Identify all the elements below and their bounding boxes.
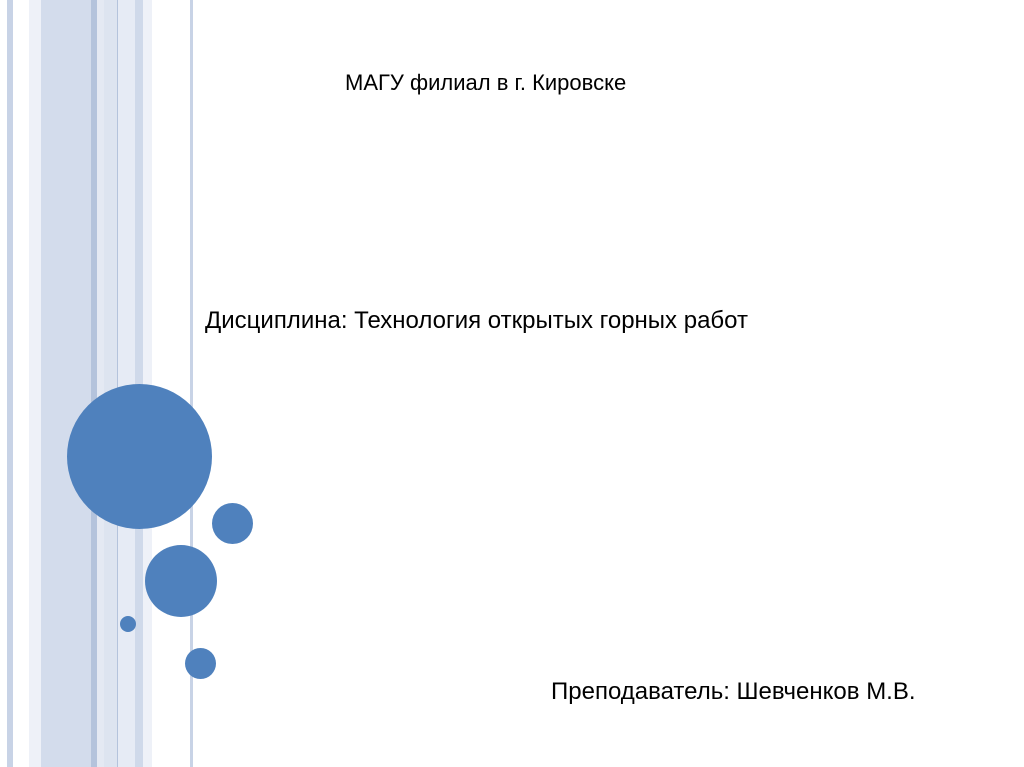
slide-teacher: Преподаватель: Шевченков М.В. [551,678,916,705]
circle-small-bottom [185,648,216,679]
circle-small [212,503,253,544]
circle-medium [145,545,217,617]
circle-large [67,384,212,529]
slide-discipline: Дисциплина: Технология открытых горных р… [205,307,748,334]
circle-tiny [120,616,136,632]
slide-header: МАГУ филиал в г. Кировске [345,70,627,95]
